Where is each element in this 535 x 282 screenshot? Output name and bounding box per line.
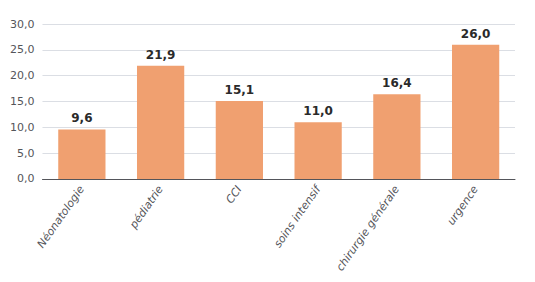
svg-text:10,0: 10,0 [10, 121, 35, 134]
svg-text:chirurgie générale: chirurgie générale [334, 183, 403, 273]
svg-text:30,0: 30,0 [10, 18, 35, 31]
svg-text:25,0: 25,0 [10, 43, 35, 56]
svg-text:pédiatrie: pédiatrie [126, 183, 166, 232]
svg-text:urgence: urgence [444, 183, 481, 228]
svg-text:26,0: 26,0 [461, 27, 491, 41]
svg-text:soins intensif: soins intensif [271, 182, 324, 251]
svg-text:15,0: 15,0 [10, 95, 35, 108]
svg-text:Néonatologie: Néonatologie [35, 183, 88, 250]
svg-text:15,1: 15,1 [225, 83, 255, 97]
svg-text:21,9: 21,9 [146, 48, 176, 62]
svg-text:5,0: 5,0 [17, 147, 35, 160]
svg-text:0,0: 0,0 [17, 172, 35, 185]
svg-text:9,6: 9,6 [71, 111, 92, 125]
svg-text:20,0: 20,0 [10, 69, 35, 82]
svg-text:CCI: CCI [223, 183, 244, 206]
svg-text:11,0: 11,0 [303, 104, 333, 118]
svg-text:16,4: 16,4 [382, 76, 412, 90]
